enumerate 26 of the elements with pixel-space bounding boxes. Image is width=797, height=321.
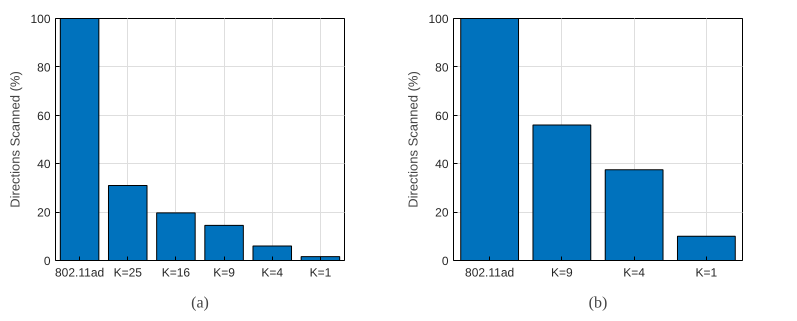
y-axis-title: Directions Scanned (%): [405, 71, 420, 208]
y-tick-label: 80: [435, 60, 449, 74]
x-tick-label: K=1: [310, 266, 332, 280]
y-tick-label: 100: [30, 12, 51, 26]
x-tick-label: K=9: [551, 266, 574, 280]
y-tick-label: 60: [435, 108, 449, 123]
y-tick-label: 100: [428, 12, 449, 26]
x-tick-label: K=4: [261, 266, 284, 280]
y-tick-label: 0: [44, 254, 51, 268]
x-tick-label: 802.11ad: [465, 266, 514, 280]
x-tick-label: K=4: [623, 266, 646, 280]
text: (b): [588, 294, 608, 312]
x-tick-label: K=16: [162, 266, 190, 280]
y-tick-label: 60: [37, 108, 51, 123]
y-tick-label: 80: [37, 60, 51, 74]
x-tick-label: K=25: [114, 266, 142, 280]
x-tick-label: K=9: [213, 266, 236, 280]
y-tick-label: 20: [435, 206, 449, 220]
y-tick-label: 0: [442, 254, 449, 268]
y-tick-label: 40: [37, 157, 51, 172]
y-tick-label: 40: [435, 157, 449, 172]
x-tick-label: K=1: [696, 266, 718, 280]
y-tick-label: 20: [37, 206, 51, 220]
x-tick-label: 802.11ad: [55, 266, 104, 280]
y-axis-title: Directions Scanned (%): [7, 71, 22, 208]
text: (a): [191, 294, 209, 312]
